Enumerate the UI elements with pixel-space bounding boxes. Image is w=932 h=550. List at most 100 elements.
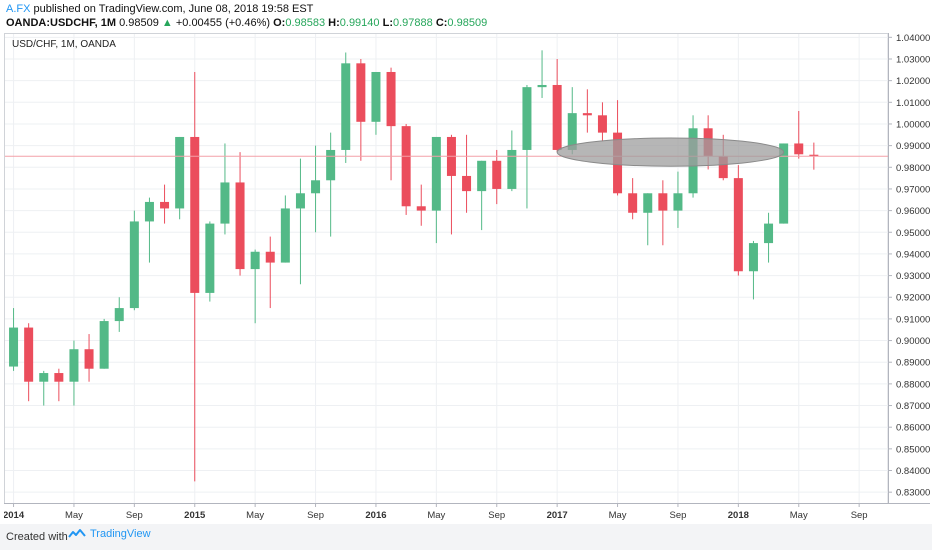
y-tick-label: 0.86000 — [896, 423, 930, 434]
y-tick-label: 0.87000 — [896, 401, 930, 412]
x-tick-label: 2016 — [365, 510, 386, 521]
candle-body[interactable] — [567, 113, 577, 150]
y-tick-label: 1.00000 — [896, 119, 930, 130]
candle-body[interactable] — [537, 84, 547, 88]
x-tick-label: May — [609, 510, 627, 521]
candle-body[interactable] — [144, 201, 154, 222]
open-label: O: — [273, 17, 286, 29]
candle-body[interactable] — [129, 221, 139, 309]
candle-body[interactable] — [190, 136, 200, 293]
candle-body[interactable] — [386, 71, 396, 127]
x-tick-label: May — [65, 510, 83, 521]
up-arrow-icon: ▲ — [161, 17, 173, 29]
footer: Created with TradingView — [0, 524, 932, 550]
x-tick-label: Sep — [126, 510, 143, 521]
candle-body[interactable] — [431, 136, 441, 211]
candle-body[interactable] — [477, 160, 487, 192]
x-tick-label: 2017 — [547, 510, 568, 521]
candle-body[interactable] — [39, 373, 49, 382]
footer-brand[interactable]: TradingView — [90, 528, 151, 540]
x-tick-label: 2015 — [184, 510, 206, 521]
price-change: +0.00455 (+0.46%) — [175, 17, 271, 29]
publish-info: A.FX published on TradingView.com, June … — [6, 3, 313, 15]
candle-body[interactable] — [250, 251, 260, 270]
candle-body[interactable] — [673, 193, 683, 211]
y-tick-label: 0.84000 — [896, 466, 930, 477]
candle-body[interactable] — [507, 149, 517, 189]
candle-body[interactable] — [99, 321, 109, 369]
candle-body[interactable] — [628, 193, 638, 213]
y-tick-label: 0.89000 — [896, 358, 930, 369]
candle-body[interactable] — [280, 208, 290, 263]
candle-body[interactable] — [748, 243, 758, 272]
candle-body[interactable] — [9, 327, 19, 367]
y-tick-label: 0.99000 — [896, 141, 930, 152]
chart-panel[interactable]: 0.83000 0.84000 0.85000 0.86000 0.87000 0.880… — [4, 33, 930, 523]
candle-body[interactable] — [582, 113, 592, 116]
candle-body[interactable] — [24, 327, 34, 382]
x-tick-label: Sep — [669, 510, 686, 521]
candle-body[interactable] — [235, 182, 245, 270]
candle-body[interactable] — [492, 160, 502, 189]
x-tick-label: May — [790, 510, 808, 521]
candle-body[interactable] — [764, 223, 774, 244]
y-tick-label: 1.03000 — [896, 54, 930, 65]
candle-body[interactable] — [175, 136, 185, 209]
y-tick-label: 0.95000 — [896, 228, 930, 239]
y-tick-label: 0.96000 — [896, 206, 930, 217]
candle-body[interactable] — [779, 143, 789, 224]
candle-body[interactable] — [114, 308, 124, 322]
y-tick-label: 0.90000 — [896, 336, 930, 347]
ellipse-annotation[interactable] — [556, 137, 785, 167]
y-tick-label: 0.97000 — [896, 184, 930, 195]
candle-body[interactable] — [356, 63, 366, 122]
candle-body[interactable] — [205, 223, 215, 293]
y-tick-label: 0.93000 — [896, 271, 930, 282]
candle-body[interactable] — [597, 115, 607, 133]
candle-body[interactable] — [220, 182, 230, 224]
candle-body[interactable] — [371, 71, 381, 122]
candle-body[interactable] — [718, 156, 728, 179]
y-tick-label: 0.94000 — [896, 249, 930, 260]
x-tick-label: Sep — [851, 510, 868, 521]
candle-body[interactable] — [643, 193, 653, 213]
candle-body[interactable] — [462, 175, 472, 192]
chart-title: USD/CHF, 1M, OANDA — [12, 39, 116, 50]
candle-body[interactable] — [84, 349, 94, 369]
y-tick-label: 0.92000 — [896, 293, 930, 304]
candle-body[interactable] — [160, 201, 170, 209]
candle-body[interactable] — [809, 154, 819, 157]
candle-body[interactable] — [295, 193, 305, 209]
candle-body[interactable] — [341, 63, 351, 150]
candle-body[interactable] — [794, 143, 804, 155]
tradingview-link[interactable]: TradingView — [68, 528, 151, 540]
x-tick-label: 2018 — [728, 510, 749, 521]
close-value: 0.98509 — [447, 17, 488, 29]
last-price: 0.98509 — [119, 17, 159, 29]
candle-body[interactable] — [552, 84, 562, 150]
candle-body[interactable] — [401, 126, 411, 207]
candle-body[interactable] — [733, 178, 743, 272]
tradingview-logo-icon — [68, 529, 86, 538]
y-tick-label: 1.04000 — [896, 33, 930, 44]
author-link[interactable]: A.FX — [6, 3, 31, 15]
ohlc-summary: OANDA:USDCHF, 1M 0.98509 ▲ +0.00455 (+0.… — [6, 17, 487, 29]
candle-body[interactable] — [326, 149, 336, 181]
candle-body[interactable] — [69, 349, 79, 382]
candlestick-chart[interactable]: 0.83000 0.84000 0.85000 0.86000 0.87000 0.880… — [4, 33, 930, 523]
candle-body[interactable] — [522, 87, 532, 150]
x-tick-label: May — [246, 510, 264, 521]
candle-body[interactable] — [416, 206, 426, 211]
candle-body[interactable] — [658, 193, 668, 211]
low-value: 0.97888 — [392, 17, 433, 29]
candle-body[interactable] — [311, 180, 321, 194]
candle-body[interactable] — [54, 373, 64, 382]
y-tick-label: 0.98000 — [896, 163, 930, 174]
open-value: 0.98583 — [285, 17, 326, 29]
footer-created-with: Created with — [6, 531, 68, 543]
x-tick-label: May — [427, 510, 445, 521]
candle-body[interactable] — [265, 251, 275, 263]
high-value: 0.99140 — [339, 17, 380, 29]
symbol-label: OANDA:USDCHF, 1M — [6, 17, 116, 29]
y-tick-label: 0.91000 — [896, 314, 930, 325]
